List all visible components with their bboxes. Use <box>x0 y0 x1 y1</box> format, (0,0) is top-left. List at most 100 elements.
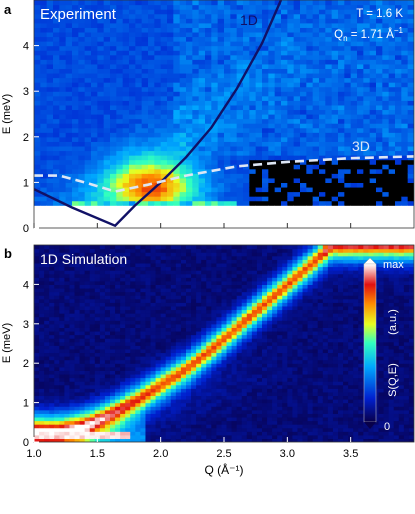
heatmap-cell <box>54 255 60 260</box>
heatmap-cell <box>125 277 131 282</box>
heatmap-cell <box>300 191 307 197</box>
heatmap-cell <box>135 72 143 79</box>
heatmap-cell <box>249 45 257 51</box>
heatmap-cell <box>192 150 200 156</box>
heatmap-cell <box>211 50 219 56</box>
heatmap-cell <box>186 284 192 289</box>
heatmap-cell <box>140 338 147 343</box>
heatmap-cell <box>104 245 111 250</box>
heatmap-cell <box>262 141 269 147</box>
heatmap-cell <box>103 82 111 88</box>
heatmap-cell <box>407 141 414 147</box>
heatmap-cell <box>150 413 157 418</box>
heatmap-cell <box>369 223 377 228</box>
heatmap-cell <box>135 0 143 6</box>
heatmap-cell <box>306 155 314 161</box>
heatmap-cell <box>206 363 212 368</box>
heatmap-cell <box>287 141 295 147</box>
heatmap-cell <box>198 168 206 174</box>
heatmap-cell <box>350 100 358 106</box>
heatmap-cell <box>363 191 371 197</box>
heatmap-cell <box>175 402 182 407</box>
heatmap-cell <box>344 168 352 174</box>
heatmap-cell <box>54 327 60 332</box>
heatmap-cell <box>293 218 301 225</box>
heatmap-cell <box>97 223 105 228</box>
heatmap-cell <box>150 388 157 393</box>
heatmap-cell <box>135 205 143 211</box>
heatmap-cell <box>94 291 101 296</box>
heatmap-cell <box>160 4 168 10</box>
heatmap-cell <box>281 145 288 152</box>
heatmap-cell <box>78 9 86 15</box>
heatmap-cell <box>179 100 187 106</box>
heatmap-cell <box>46 63 54 69</box>
heatmap-cell <box>268 114 276 120</box>
heatmap-cell <box>369 145 377 152</box>
heatmap-cell <box>44 248 50 253</box>
heatmap-cell <box>150 245 157 250</box>
heatmap-cell <box>293 86 301 92</box>
heatmap-cell <box>255 191 263 197</box>
heatmap-cell <box>44 316 50 321</box>
heatmap-cell <box>201 413 207 418</box>
heatmap-cell <box>49 323 55 328</box>
heatmap-cell <box>369 123 377 129</box>
heatmap-cell <box>154 0 162 6</box>
heatmap-cell <box>59 427 65 432</box>
heatmap-cell <box>91 159 98 165</box>
heatmap-cell <box>312 41 320 47</box>
heatmap-cell <box>211 377 217 382</box>
heatmap-cell <box>196 438 202 442</box>
heatmap-cell <box>53 141 60 147</box>
heatmap-cell <box>382 132 390 138</box>
heatmap-cell <box>179 104 187 111</box>
heatmap-cell <box>97 95 105 101</box>
heatmap-cell <box>59 327 65 332</box>
heatmap-cell <box>401 200 409 206</box>
heatmap-cell <box>145 356 152 361</box>
heatmap-cell <box>115 248 121 253</box>
heatmap-cell <box>175 409 182 414</box>
heatmap-cell <box>274 186 282 193</box>
heatmap-cell <box>140 352 147 357</box>
heatmap-cell <box>129 155 136 161</box>
heatmap-cell <box>192 72 200 79</box>
heatmap-cell <box>91 136 98 142</box>
heatmap-cell <box>69 248 76 253</box>
heatmap-cell <box>89 295 96 300</box>
heatmap-cell <box>206 280 212 285</box>
heatmap-cell <box>236 68 244 74</box>
heatmap-cell <box>201 334 207 339</box>
heatmap-cell <box>135 77 143 83</box>
heatmap-cell <box>140 384 147 389</box>
heatmap-cell <box>120 341 126 346</box>
heatmap-cell <box>287 200 295 206</box>
heatmap-cell <box>94 273 101 278</box>
heatmap-cell <box>135 182 143 188</box>
heatmap-cell <box>141 100 149 106</box>
heatmap-cell <box>40 186 48 193</box>
heatmap-cell <box>154 63 162 69</box>
heatmap-cell <box>192 127 200 133</box>
heatmap-cell <box>150 284 157 289</box>
heatmap-cell <box>167 123 174 129</box>
heatmap-cell <box>369 182 377 188</box>
heatmap-cell <box>59 164 67 170</box>
heatmap-cell <box>376 104 383 111</box>
heatmap-cell <box>369 9 377 15</box>
heatmap-cell <box>180 427 187 432</box>
heatmap-cell <box>211 136 219 142</box>
heatmap-cell <box>160 313 167 318</box>
heatmap-cell <box>135 327 141 332</box>
heatmap-cell <box>69 298 76 303</box>
heatmap-cell <box>198 95 206 101</box>
heatmap-cell <box>262 205 269 211</box>
heatmap-cell <box>186 18 193 24</box>
heatmap-cell <box>407 77 414 83</box>
heatmap-cell <box>110 9 117 15</box>
heatmap-cell <box>84 77 92 83</box>
heatmap-cell <box>103 196 111 202</box>
heatmap-cell <box>312 132 320 138</box>
heatmap-cell <box>211 100 219 106</box>
